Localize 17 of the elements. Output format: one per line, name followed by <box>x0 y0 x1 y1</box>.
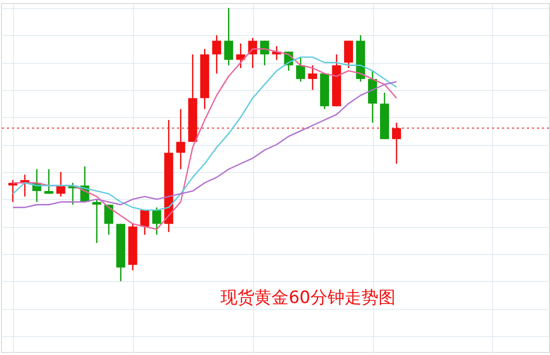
candlestick <box>104 204 114 236</box>
candlestick <box>44 168 54 194</box>
candlestick <box>392 122 402 164</box>
candlestick <box>308 64 318 91</box>
candlestick <box>296 56 306 82</box>
candlestick <box>260 40 270 66</box>
candlestick <box>212 34 222 74</box>
candlestick <box>56 171 66 198</box>
text: 现货黄金60分钟走势图 <box>220 288 396 308</box>
candlestick <box>140 210 150 236</box>
candlestick <box>236 42 246 69</box>
candlestick <box>224 7 234 66</box>
candlestick <box>92 198 102 244</box>
candlestick <box>344 40 354 69</box>
candlestick <box>176 108 186 170</box>
candlestick <box>152 206 162 236</box>
candlestick <box>248 37 258 69</box>
